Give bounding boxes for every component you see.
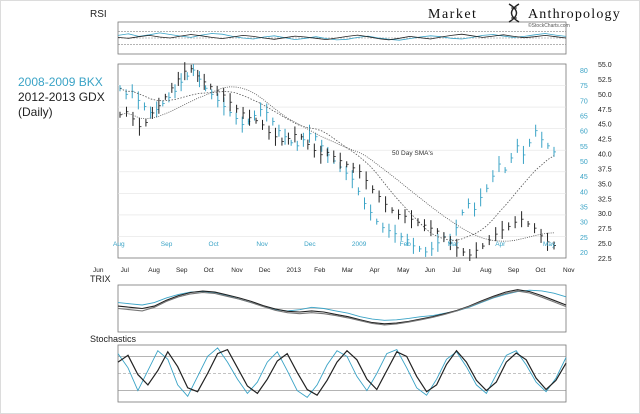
y-left-tick-label: 70 [580,98,588,105]
y-right-tick-label: 32.5 [598,196,612,203]
x-bottom-tick-label: Aug [148,267,160,274]
bkx-bars [119,64,556,257]
y-left-tick-label: 55 [580,144,588,151]
rsi-reference-lines [118,31,566,45]
x-top-tick-label: Nov [256,241,268,248]
gdx-bars [119,62,556,262]
y-left-tick-label: 45 [580,174,588,181]
gdx-sma-line [119,86,555,242]
y-right-tick-label: 40.0 [598,152,612,159]
rsi-title: RSI [90,9,107,20]
y-axis-right-ticks: 55.0 52.5 50.0 47.5 45.0 42.5 40.0 37.5 35.0 32.5… [598,62,612,263]
x-axis-bkx-ticks: Aug Sep Oct Nov Dec 2009 Feb Mar Apr May [113,241,556,248]
x-top-tick-label: Apr [495,241,506,248]
trix-series-group [117,289,567,326]
y-left-tick-label: 65 [580,114,588,121]
x-top-tick-label: Sep [161,241,173,248]
trix-title: TRIX [90,274,111,284]
sma-annotation: 50 Day SMA's [392,150,434,157]
stochastics-line-1 [117,348,567,396]
x-bottom-tick-label: 2013 [287,267,302,274]
y-right-tick-label: 25.0 [598,241,612,248]
price-series-group [119,62,556,262]
rsi-line-0 [117,32,567,41]
y-left-tick-label: 75 [580,83,588,90]
x-bottom-tick-label: Jun [425,267,436,274]
rsi-line-1 [117,33,567,41]
y-left-tick-label: 40 [580,189,588,196]
y-left-tick-label: 30 [580,220,588,227]
legend-gdx: 2012-2013 GDX [18,90,105,104]
bkx-sma-line [119,87,555,241]
x-top-tick-label: Feb [400,241,412,248]
y-right-tick-label: 55.0 [598,62,612,69]
y-right-tick-label: 47.5 [598,107,612,114]
y-right-tick-label: 27.5 [598,226,612,233]
legend-bkx: 2008-2009 BKX [18,75,103,89]
y-left-tick-label: 25 [580,235,588,242]
x-top-tick-label: May [543,241,556,248]
y-right-tick-label: 45.0 [598,122,612,129]
y-left-tick-label: 60 [580,129,588,136]
x-bottom-tick-label: Oct [535,267,545,274]
stochastics-title: Stochastics [90,334,137,344]
y-right-tick-label: 52.5 [598,77,612,84]
brand-name-left: Market [428,7,477,22]
x-top-tick-label: Aug [113,241,125,248]
x-bottom-tick-label: May [397,267,410,274]
x-bottom-tick-label: Feb [314,267,326,274]
trix-line-2 [117,290,567,326]
y-left-tick-label: 80 [580,68,588,75]
legend-daily: (Daily) [18,105,53,119]
brand-site: ©StockCharts.com [528,22,570,29]
x-bottom-tick-label: Oct [204,267,214,274]
stochastics-line-0 [117,347,567,399]
brand-logo: Market Anthropology ©StockCharts.com [428,3,621,29]
x-axis-gdx-ticks: Jun Jul Aug Sep Oct Nov Dec 2013 Feb Mar Apr May Jun… [93,267,575,274]
y-right-tick-label: 22.5 [598,256,612,263]
y-right-tick-label: 50.0 [598,92,612,99]
dna-helix-icon [508,3,520,23]
x-bottom-tick-label: Sep [508,267,520,274]
x-top-tick-label: 2009 [352,241,367,248]
x-top-tick-label: Oct [209,241,219,248]
y-left-tick-label: 20 [580,250,588,257]
rsi-series-group [117,32,567,41]
y-axis-left-ticks: 80 75 70 65 60 55 50 45 40 35 30 25 20 [580,68,588,257]
x-bottom-tick-label: Jul [121,267,130,274]
x-bottom-tick-label: Jul [452,267,461,274]
x-top-tick-label: Mar [447,241,459,248]
stochastics-series-group [117,347,567,399]
y-right-tick-label: 42.5 [598,137,612,144]
price-gridlines [118,85,566,237]
x-bottom-tick-label: Nov [231,267,243,274]
price-panel-frame [117,63,567,259]
trix-line-1 [117,289,567,325]
y-right-tick-label: 37.5 [598,166,612,173]
x-bottom-tick-label: Apr [369,267,380,274]
brand-name-right: Anthropology [528,7,621,22]
y-left-tick-label: 50 [580,159,588,166]
x-bottom-tick-label: Sep [176,267,188,274]
x-bottom-tick-label: Aug [480,267,492,274]
y-left-tick-label: 35 [580,204,588,211]
x-bottom-tick-label: Dec [259,267,271,274]
x-bottom-tick-label: Jun [93,267,104,274]
y-right-tick-label: 35.0 [598,181,612,188]
x-top-tick-label: Dec [304,241,316,248]
y-right-tick-label: 30.0 [598,211,612,218]
x-bottom-tick-label: Nov [563,267,575,274]
price-legend: 2008-2009 BKX 2012-2013 GDX (Daily) [18,75,105,119]
x-bottom-tick-label: Mar [342,267,354,274]
